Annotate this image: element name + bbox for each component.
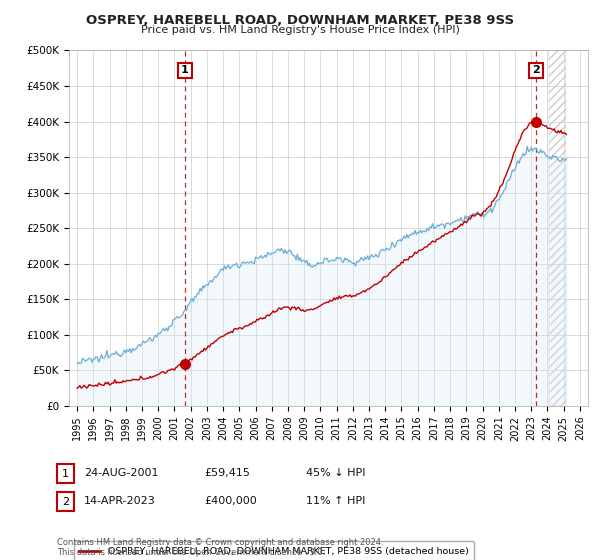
Text: 24-AUG-2001: 24-AUG-2001 (84, 468, 158, 478)
Text: 1: 1 (181, 66, 189, 75)
Text: 2: 2 (532, 66, 540, 75)
Text: OSPREY, HAREBELL ROAD, DOWNHAM MARKET, PE38 9SS: OSPREY, HAREBELL ROAD, DOWNHAM MARKET, P… (86, 14, 514, 27)
Text: Contains HM Land Registry data © Crown copyright and database right 2024.
This d: Contains HM Land Registry data © Crown c… (57, 538, 383, 557)
Text: 2: 2 (62, 497, 69, 507)
Text: 11% ↑ HPI: 11% ↑ HPI (306, 496, 365, 506)
Text: Price paid vs. HM Land Registry's House Price Index (HPI): Price paid vs. HM Land Registry's House … (140, 25, 460, 35)
Legend: OSPREY, HAREBELL ROAD, DOWNHAM MARKET, PE38 9SS (detached house), HPI: Average p: OSPREY, HAREBELL ROAD, DOWNHAM MARKET, P… (74, 542, 474, 560)
Text: £400,000: £400,000 (204, 496, 257, 506)
Text: £59,415: £59,415 (204, 468, 250, 478)
Text: 14-APR-2023: 14-APR-2023 (84, 496, 156, 506)
Text: 1: 1 (62, 469, 69, 479)
Text: 45% ↓ HPI: 45% ↓ HPI (306, 468, 365, 478)
